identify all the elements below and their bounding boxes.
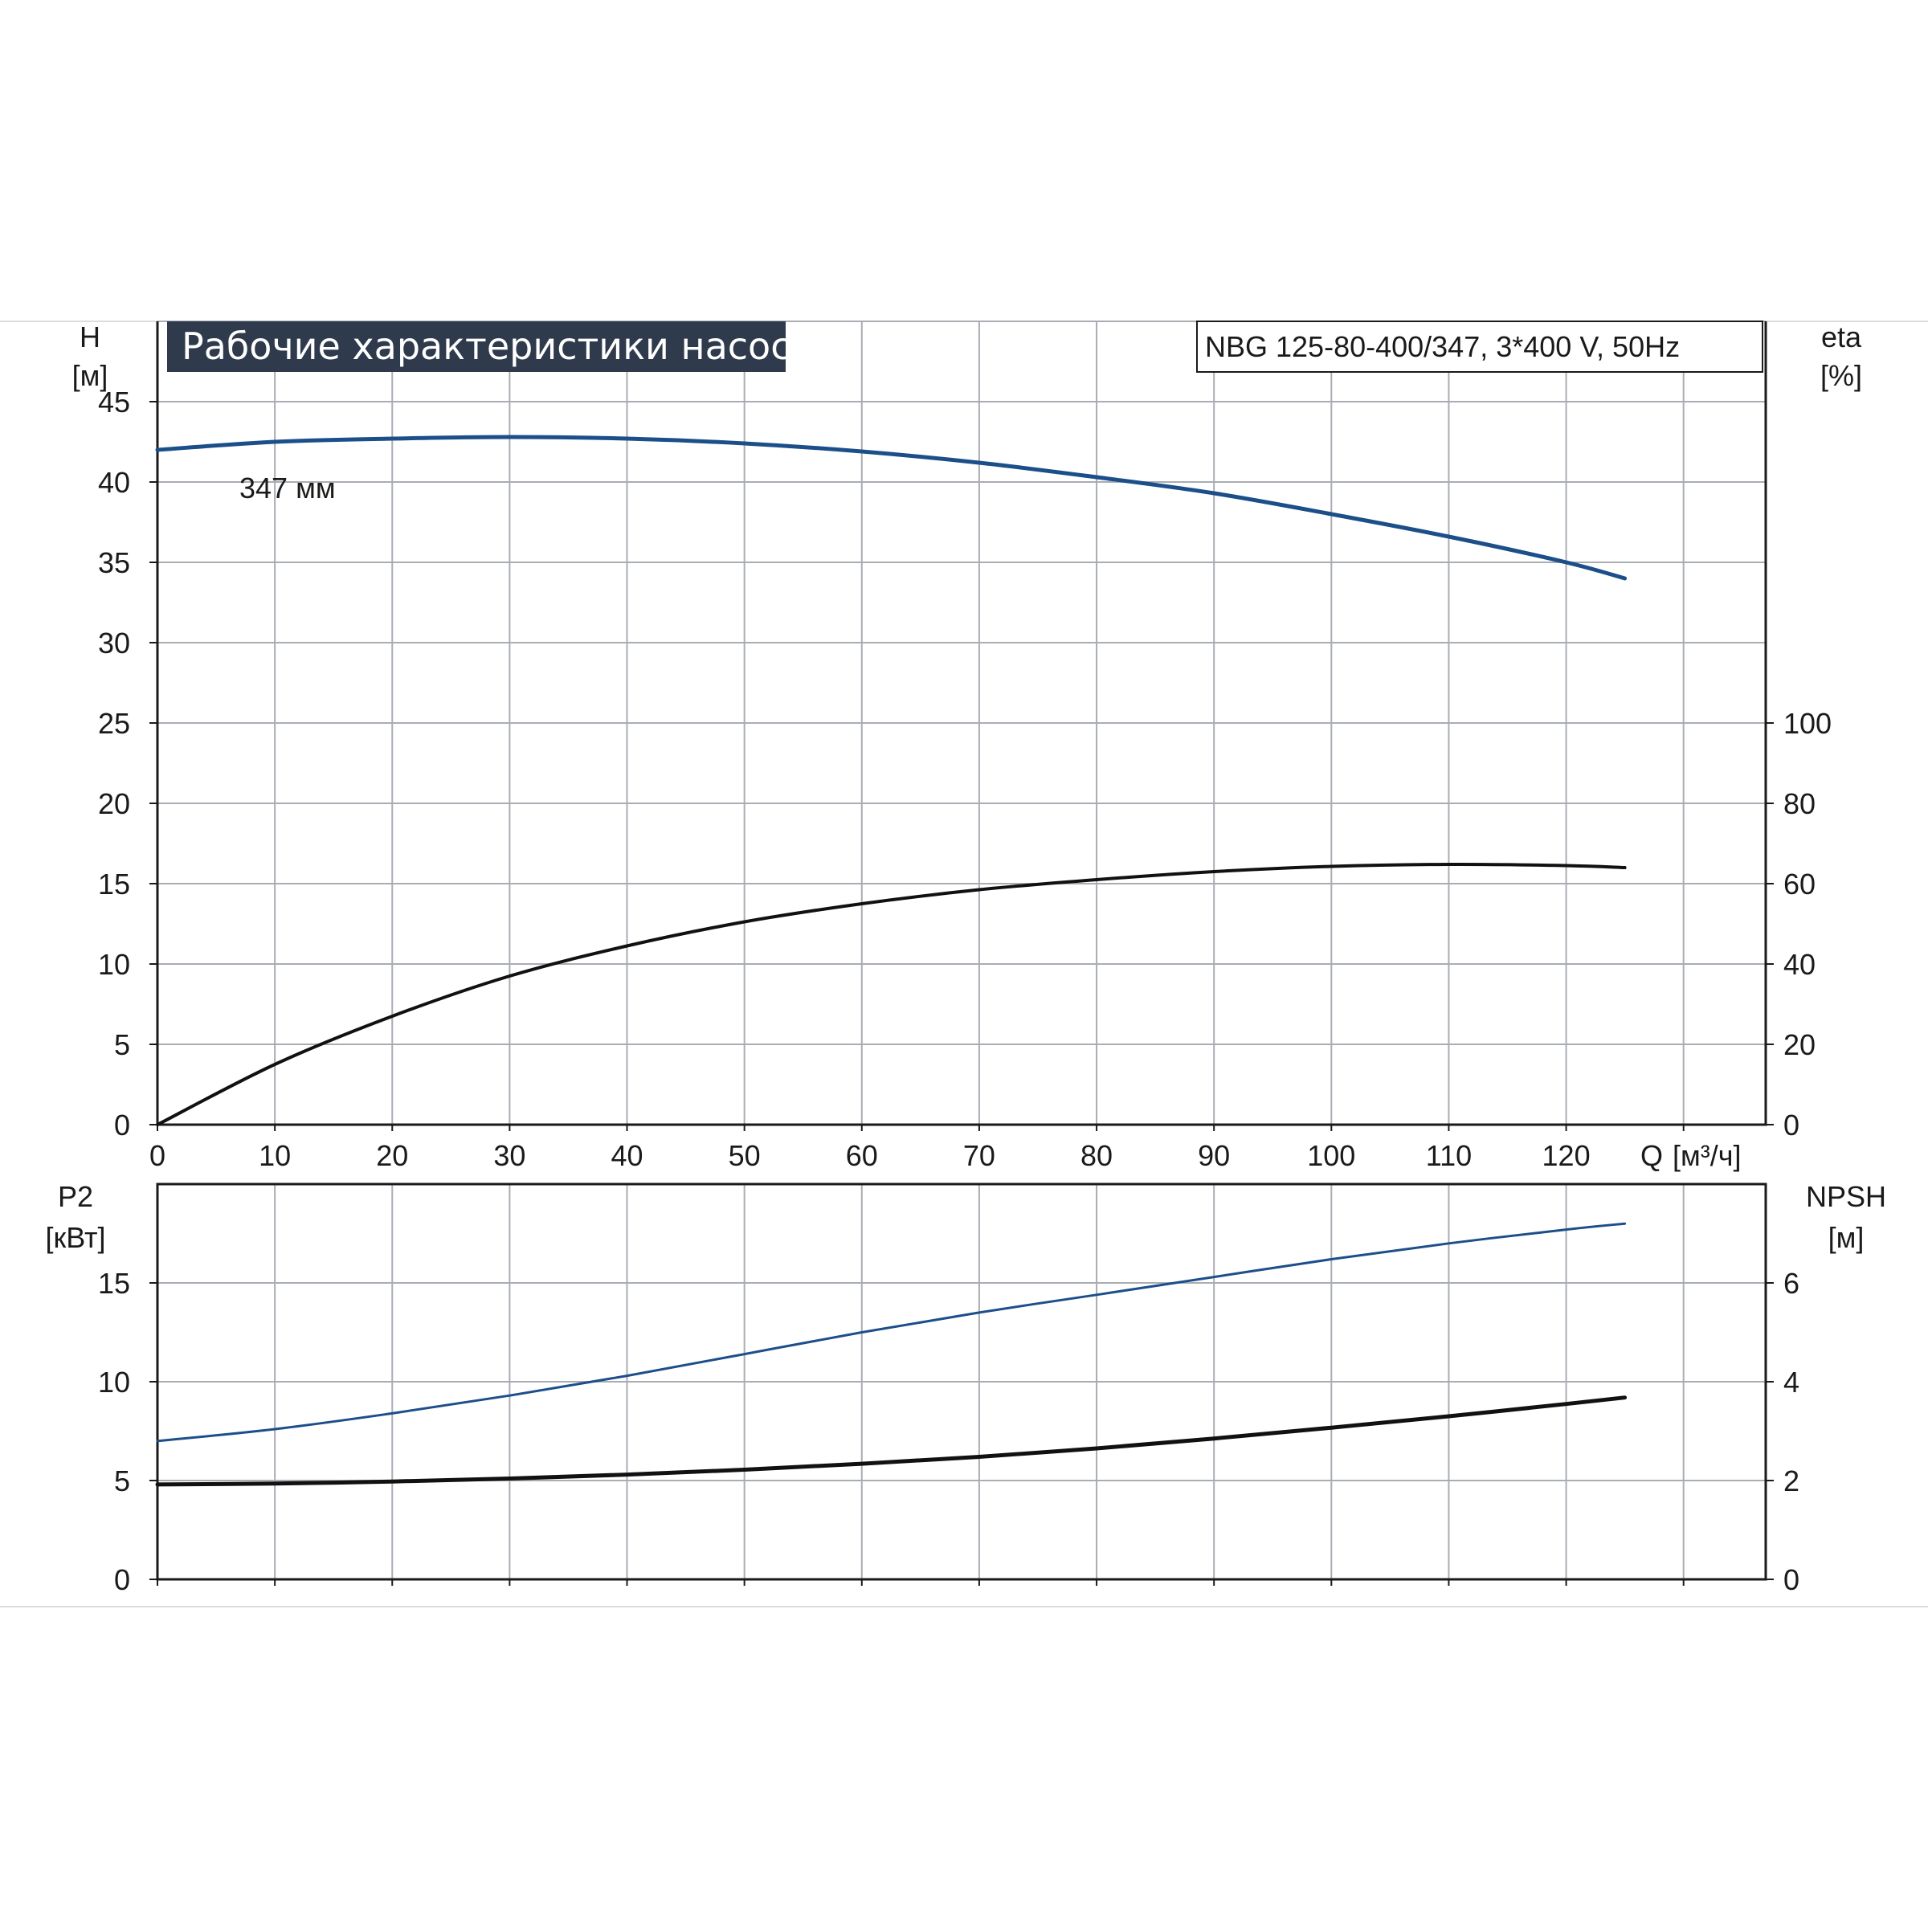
eta-axis-label: eta xyxy=(1821,321,1862,353)
p2-tick-label: 0 xyxy=(114,1563,130,1596)
impeller-diameter-label: 347 мм xyxy=(239,472,336,504)
efficiency-curve xyxy=(156,862,1627,1126)
npsh-tick-label: 0 xyxy=(1783,1563,1799,1596)
h-tick-label: 25 xyxy=(98,707,130,740)
p2-tick-label: 5 xyxy=(114,1464,130,1497)
x-tick-label: 70 xyxy=(963,1139,995,1172)
h-tick-label: 35 xyxy=(98,546,130,579)
h-tick-label: 20 xyxy=(98,787,130,820)
x-tick-label: 40 xyxy=(611,1139,643,1172)
x-tick-label: 20 xyxy=(376,1139,408,1172)
top-panel-grid xyxy=(149,321,1774,1131)
x-tick-label: 0 xyxy=(149,1139,165,1172)
bottom-panel-grid xyxy=(149,1184,1774,1586)
npsh-tick-label: 4 xyxy=(1783,1366,1799,1399)
h-tick-label: 15 xyxy=(98,868,130,901)
eta-tick-label: 100 xyxy=(1783,707,1832,740)
title-box xyxy=(167,321,786,372)
eta-tick-label: 80 xyxy=(1783,787,1816,820)
h-tick-label: 30 xyxy=(98,627,130,660)
h-tick-label: 0 xyxy=(114,1109,130,1142)
npsh-tick-label: 6 xyxy=(1783,1267,1799,1300)
eta-tick-label: 0 xyxy=(1783,1109,1799,1142)
top-panel-frame xyxy=(156,321,1767,1126)
model-box xyxy=(1196,321,1763,373)
x-tick-label: 10 xyxy=(259,1139,291,1172)
h-tick-label: 40 xyxy=(98,466,130,499)
x-tick-label: 90 xyxy=(1198,1139,1230,1172)
eta-axis-unit: [%] xyxy=(1820,359,1862,392)
eta-tick-label: 20 xyxy=(1783,1028,1816,1061)
x-tick-label: 30 xyxy=(493,1139,525,1172)
model-label: NBG 125-80-400/347, 3*400 V, 50Hz xyxy=(1205,330,1680,363)
eta-tick-label: 60 xyxy=(1783,868,1816,901)
x-tick-label: 50 xyxy=(729,1139,761,1172)
x-tick-label: 80 xyxy=(1080,1139,1113,1172)
head-curve xyxy=(155,435,1628,581)
p2-axis-unit: [кВт] xyxy=(45,1221,105,1254)
x-tick-label: 100 xyxy=(1307,1139,1355,1172)
npsh-axis-label: NPSH xyxy=(1806,1180,1886,1213)
npsh-tick-label: 2 xyxy=(1783,1464,1799,1497)
npsh-curve xyxy=(155,1395,1628,1487)
tick-labels: 0 10 20 30 40 50 60 70 80 90 100 110 120051015202530… xyxy=(98,386,1832,1596)
bottom-panel-frame xyxy=(156,1182,1767,1581)
h-tick-label: 45 xyxy=(98,386,130,419)
p2-tick-label: 10 xyxy=(98,1366,130,1399)
h-tick-label: 10 xyxy=(98,948,130,981)
x-tick-label: 110 xyxy=(1426,1139,1472,1172)
h-axis-unit: [м] xyxy=(72,359,108,392)
curves xyxy=(155,435,1628,1487)
q-axis-label: Q xyxy=(1640,1139,1663,1172)
h-axis-label: H xyxy=(80,321,100,353)
q-axis-unit: [м³/ч] xyxy=(1673,1139,1742,1172)
p2-axis-label: P2 xyxy=(58,1180,93,1213)
x-tick-label: 120 xyxy=(1542,1139,1591,1172)
power-p2-curve xyxy=(156,1222,1627,1443)
p2-tick-label: 15 xyxy=(98,1267,130,1300)
x-tick-label: 60 xyxy=(846,1139,878,1172)
chart-title: Рабочие характеристики насоса xyxy=(182,325,814,368)
h-tick-label: 5 xyxy=(114,1028,130,1061)
eta-tick-label: 40 xyxy=(1783,948,1816,981)
npsh-axis-unit: [м] xyxy=(1828,1221,1865,1254)
